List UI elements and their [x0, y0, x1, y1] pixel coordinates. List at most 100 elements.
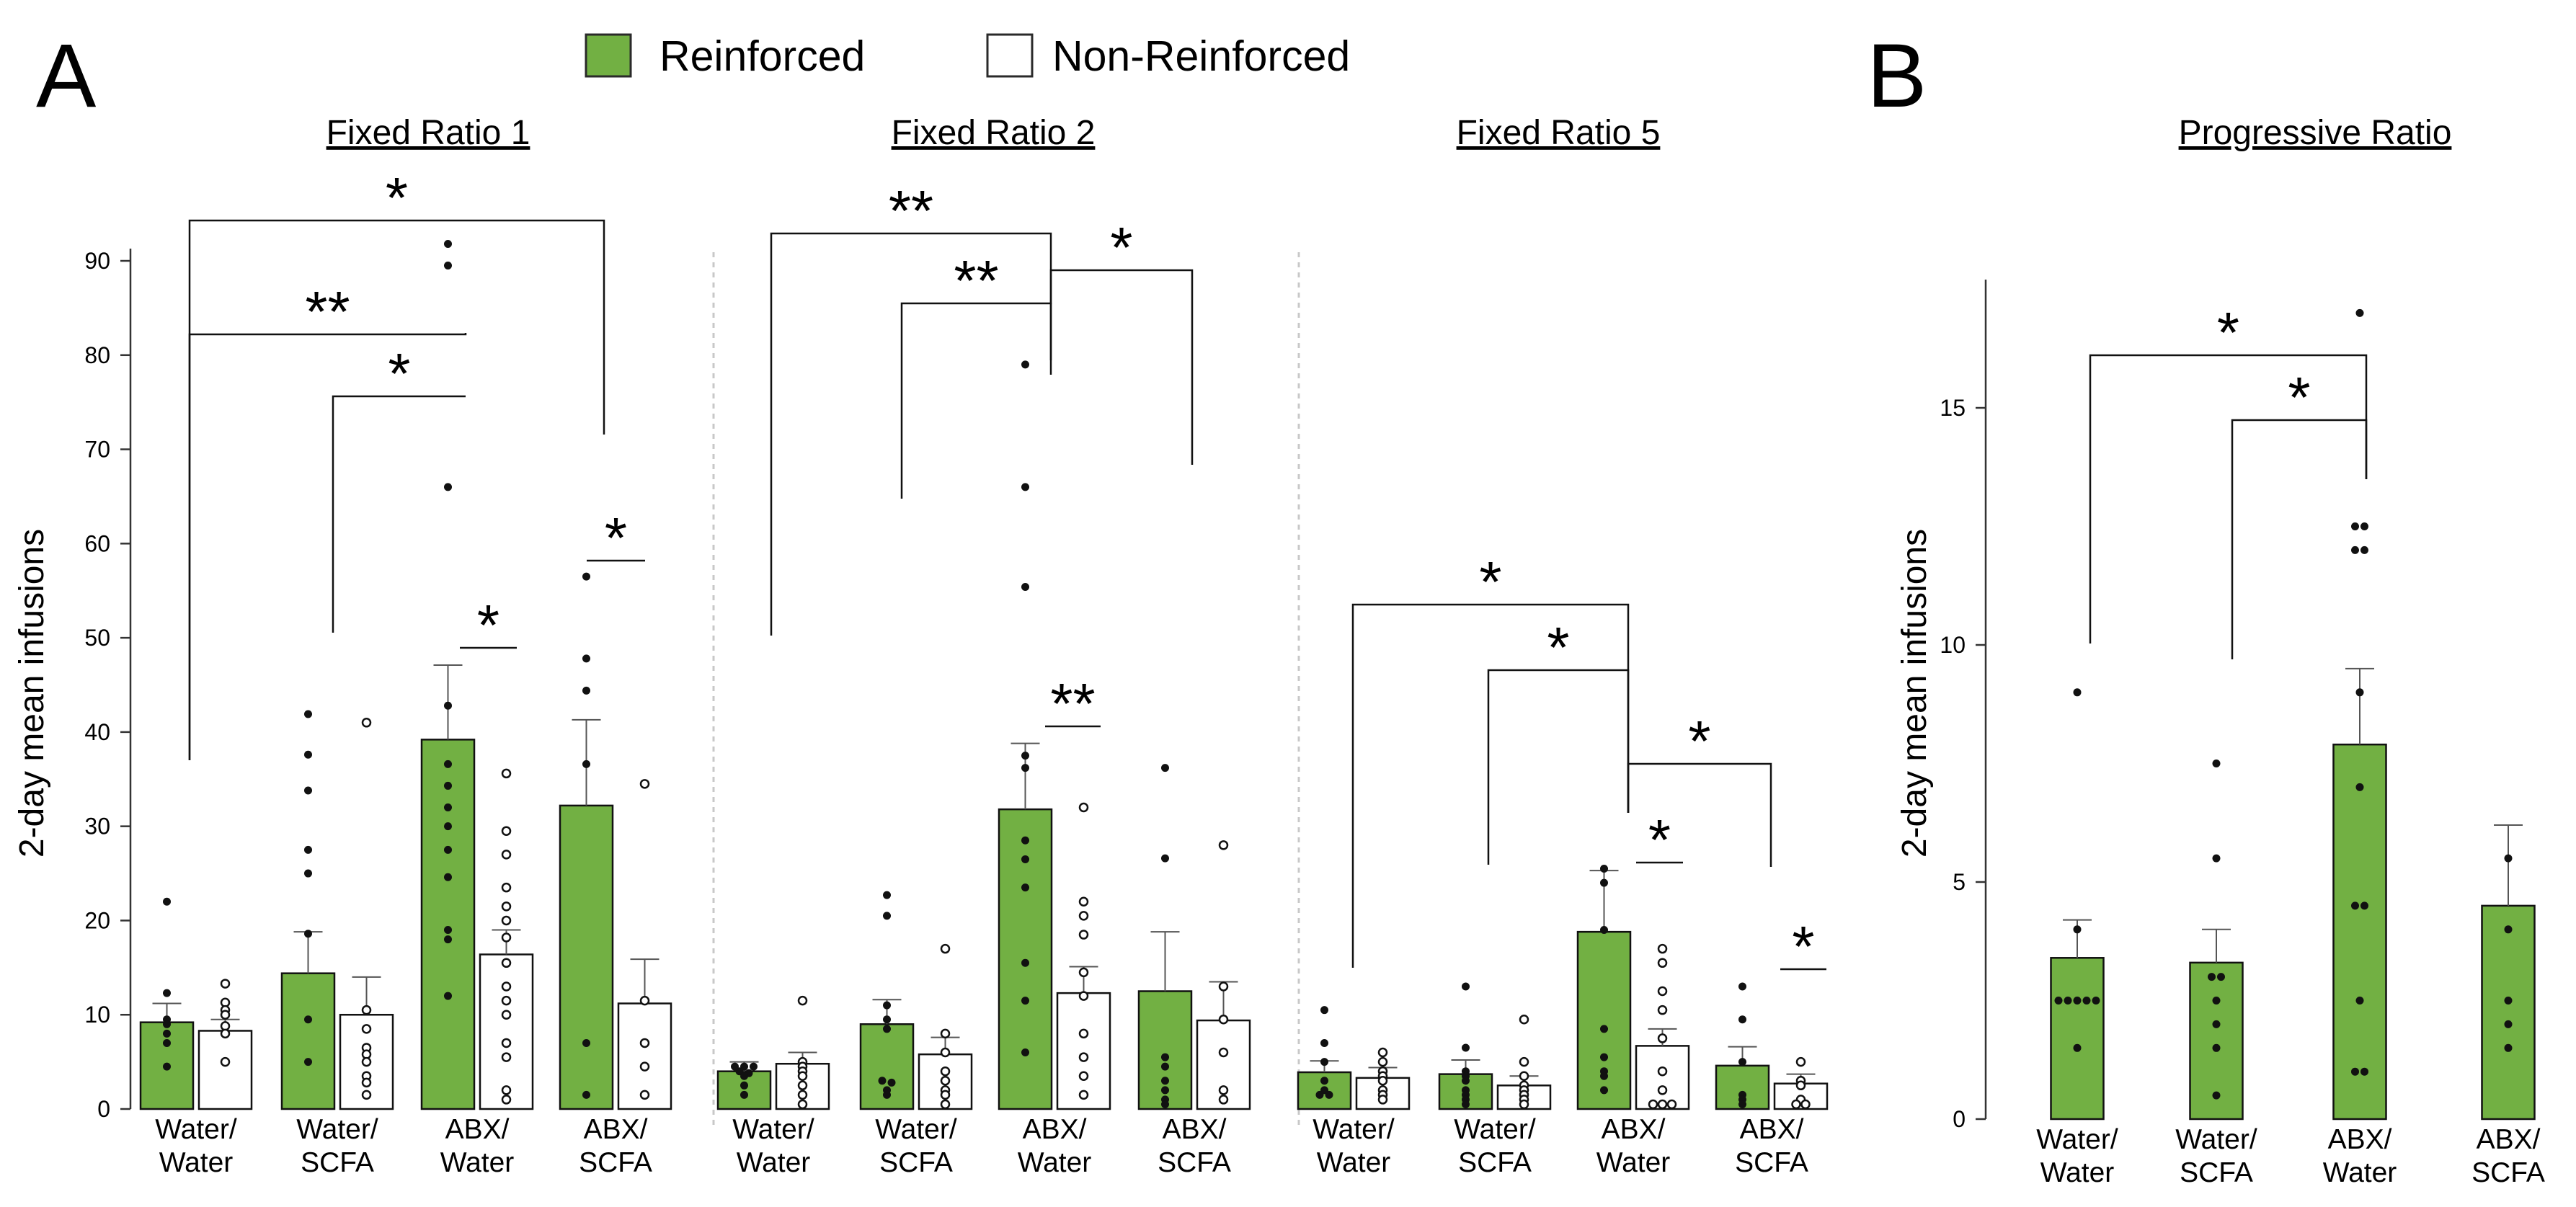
data-point-non-reinforced [1078, 991, 1089, 1001]
bar-non-reinforced [479, 953, 534, 1110]
significance-bracket [1351, 603, 1630, 968]
data-point-non-reinforced [361, 1077, 372, 1088]
legend-swatch-reinforced [585, 33, 632, 78]
data-point-non-reinforced [1218, 981, 1229, 992]
data-point-reinforced [2212, 1091, 2221, 1100]
y-tick-label: 0 [97, 1096, 110, 1122]
significance-bracket [1049, 269, 1194, 465]
data-point-non-reinforced [1078, 896, 1089, 907]
data-point-reinforced [2073, 925, 2082, 934]
data-point-reinforced [1738, 1058, 1746, 1066]
data-point-non-reinforced [501, 850, 512, 860]
data-point-reinforced [444, 873, 452, 881]
significance-bracket-label: ** [889, 179, 933, 243]
data-point-non-reinforced [220, 1010, 231, 1020]
data-point-non-reinforced [940, 1076, 951, 1086]
data-point-reinforced [1320, 1058, 1328, 1066]
data-point-non-reinforced [1795, 1080, 1806, 1091]
data-point-non-reinforced [501, 995, 512, 1006]
data-point-non-reinforced [1657, 1085, 1668, 1095]
data-point-reinforced [1021, 752, 1029, 760]
data-point-reinforced [2351, 522, 2359, 530]
data-point-reinforced [2504, 1043, 2513, 1052]
data-point-reinforced [1021, 836, 1029, 845]
data-point-reinforced [1600, 865, 1608, 873]
data-point-reinforced [304, 1015, 312, 1024]
data-point-non-reinforced [1800, 1099, 1811, 1110]
data-point-reinforced [2351, 545, 2359, 554]
data-point-non-reinforced [361, 1024, 372, 1034]
data-point-reinforced [304, 845, 312, 854]
data-point-non-reinforced [501, 882, 512, 893]
data-point-reinforced [2217, 973, 2225, 981]
data-point-reinforced [163, 897, 171, 906]
data-point-non-reinforced [501, 901, 512, 912]
data-point-non-reinforced [940, 1047, 951, 1058]
significance-bracket [332, 395, 466, 633]
data-point-reinforced [2360, 545, 2368, 554]
data-point-non-reinforced [940, 1090, 951, 1100]
significance-bracket [2089, 354, 2368, 643]
data-point-reinforced [304, 1058, 312, 1066]
data-point-reinforced [2355, 997, 2364, 1005]
data-point-non-reinforced [940, 1099, 951, 1110]
data-point-reinforced [1320, 1077, 1328, 1085]
category-label: ABX/Water [440, 1114, 515, 1178]
significance-bracket [188, 219, 605, 760]
significance-bracket [1627, 762, 1772, 867]
category-label: Water/SCFA [875, 1114, 957, 1178]
legend-label-reinforced: Reinforced [659, 32, 865, 80]
data-point-reinforced [2212, 997, 2221, 1005]
data-point-reinforced [2212, 1020, 2221, 1028]
data-point-non-reinforced [1519, 1056, 1529, 1067]
panel-label-a: A [36, 26, 97, 126]
significance-bracket-label: ** [954, 249, 998, 313]
data-point-non-reinforced [1657, 1033, 1668, 1043]
significance-bracket-label: * [1479, 550, 1501, 614]
data-point-reinforced [883, 1025, 891, 1033]
data-point-reinforced [2208, 973, 2216, 981]
data-point-reinforced [444, 781, 452, 790]
data-point-reinforced [163, 1020, 171, 1028]
data-point-non-reinforced [1078, 930, 1089, 940]
category-label: ABX/SCFA [579, 1114, 652, 1178]
data-point-reinforced [1600, 1025, 1608, 1033]
plot-layer: 0102030405060708090Water/WaterWater/SCFA… [84, 166, 2545, 1188]
chart-title-fr1: Fixed Ratio 1 [327, 114, 530, 152]
data-point-reinforced [1021, 997, 1029, 1005]
data-point-non-reinforced [220, 979, 231, 989]
data-point-non-reinforced [361, 1005, 372, 1015]
data-point-reinforced [1462, 1100, 1470, 1108]
data-point-non-reinforced [940, 1066, 951, 1077]
data-point-non-reinforced [1657, 1005, 1668, 1015]
data-point-non-reinforced [797, 1090, 808, 1100]
data-point-non-reinforced [1218, 1047, 1229, 1058]
data-point-reinforced [2212, 1043, 2221, 1052]
data-point-non-reinforced [501, 1010, 512, 1020]
data-point-non-reinforced [1791, 1099, 1801, 1110]
data-point-non-reinforced [1657, 1099, 1668, 1110]
data-point-reinforced [163, 1029, 171, 1038]
category-label: ABX/SCFA [1158, 1114, 1231, 1178]
category-label: Water/Water [2036, 1124, 2118, 1188]
significance-bracket-label: * [388, 342, 410, 406]
data-point-non-reinforced [1377, 1076, 1388, 1086]
data-point-reinforced [1161, 1100, 1169, 1108]
data-point-reinforced [444, 935, 452, 944]
category-label: Water/SCFA [2175, 1124, 2257, 1188]
significance-bracket-label: * [2217, 300, 2239, 365]
data-point-reinforced [163, 1038, 171, 1047]
data-point-reinforced [1320, 1038, 1328, 1047]
data-point-reinforced [883, 1090, 891, 1099]
data-point-reinforced [444, 483, 452, 491]
data-point-reinforced [444, 701, 452, 710]
data-point-reinforced [163, 989, 171, 997]
data-point-reinforced [1738, 1100, 1746, 1108]
y-tick-label: 40 [84, 719, 110, 745]
data-point-reinforced [1161, 1086, 1169, 1095]
data-point-reinforced [1161, 764, 1169, 772]
data-point-reinforced [2504, 997, 2513, 1005]
data-point-reinforced [883, 1015, 891, 1024]
data-point-non-reinforced [1078, 1090, 1089, 1100]
